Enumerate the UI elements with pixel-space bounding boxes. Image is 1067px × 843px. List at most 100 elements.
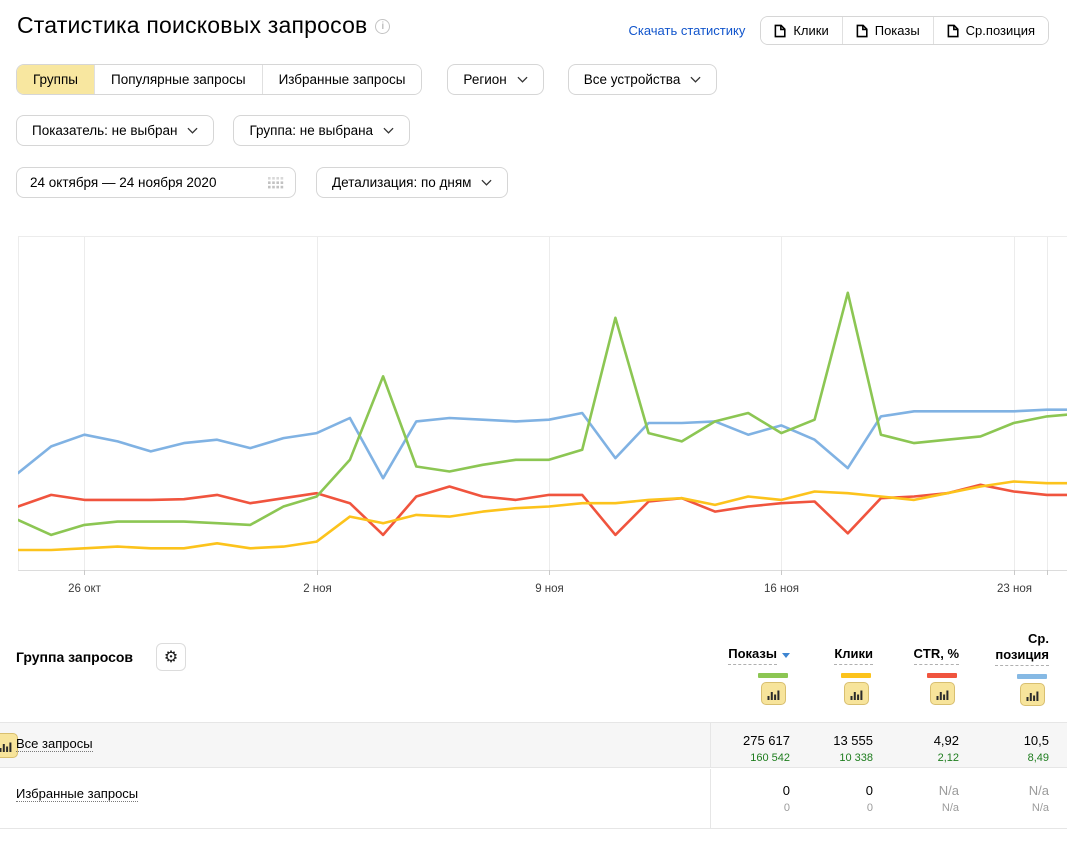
metric-secondary-value: 10 338 xyxy=(839,752,873,764)
metric-cell: N/a N/a xyxy=(939,783,1049,815)
query-group-link[interactable]: Все запросы xyxy=(16,736,93,752)
x-axis-label: 26 окт xyxy=(68,583,102,595)
region-dropdown[interactable]: Регион xyxy=(447,64,544,95)
export-button-0[interactable]: Клики xyxy=(761,17,842,44)
chevron-down-icon xyxy=(481,179,492,186)
tabs-row: Группы Популярные запросы Избранные запрос… xyxy=(16,64,718,95)
table-settings-button[interactable]: ⚙ xyxy=(156,643,186,671)
chevron-down-icon xyxy=(383,127,394,134)
series-legend-swatch xyxy=(927,673,957,678)
metric-value: 4,92 xyxy=(933,733,959,748)
column-label: Клики xyxy=(834,646,873,665)
series-line-Клики xyxy=(16,480,1067,552)
x-axis-label: 23 ноя xyxy=(997,583,1032,595)
column-label: CTR, % xyxy=(913,646,959,665)
metric-value: 275 617 xyxy=(743,733,790,748)
toggle-series-on-chart-button-3[interactable] xyxy=(1020,683,1045,706)
chart-canvas: 26 окт 2 ноя 9 ноя 16 ноя 23 ноя xyxy=(16,236,1067,595)
page-title: Статистика поисковых запросов i xyxy=(17,12,391,39)
document-icon xyxy=(856,24,868,37)
calendar-grid-icon[interactable] xyxy=(267,176,284,190)
metric-value: 10,5 xyxy=(1023,733,1049,748)
table-row: Избранные запросы 0 0 0 0 N/a N/a N/a N/a xyxy=(0,769,1067,829)
metric-dropdown[interactable]: Показатель: не выбран xyxy=(16,115,215,146)
info-icon[interactable]: i xyxy=(375,19,391,34)
column-label: Показы xyxy=(728,646,777,665)
toggle-series-on-chart-button-2[interactable] xyxy=(930,682,955,705)
table-header-separator xyxy=(0,722,1067,723)
metric-secondary-value: 2,12 xyxy=(937,752,959,764)
download-statistics-link[interactable]: Скачать статистику xyxy=(628,23,746,38)
toggle-series-on-chart-button-1[interactable] xyxy=(844,682,869,705)
metric-secondary-value: 0 xyxy=(783,802,790,814)
column-header-1: Клики xyxy=(763,646,873,705)
metric-value: 0 xyxy=(782,783,790,798)
tab-1[interactable]: Популярные запросы xyxy=(93,65,262,94)
view-tabs: Группы Популярные запросы Избранные запрос… xyxy=(16,64,423,95)
tab-2[interactable]: Избранные запросы xyxy=(261,65,422,94)
sort-desc-arrow-icon xyxy=(782,653,790,658)
column-sort-control-0[interactable]: Показы xyxy=(728,646,790,665)
metric-value: N/a xyxy=(938,783,959,798)
metric-cell: 275 617 160 542 xyxy=(680,733,790,765)
series-legend-swatch xyxy=(758,673,788,678)
query-group-link[interactable]: Избранные запросы xyxy=(16,786,139,802)
metrics-line-chart[interactable]: 26 окт 2 ноя 9 ноя 16 ноя 23 ноя xyxy=(16,236,1067,596)
period-row: 24 октября — 24 ноября 2020 Детализация:… xyxy=(16,167,509,198)
column-separator xyxy=(710,769,711,828)
chevron-down-icon xyxy=(690,76,701,83)
column-header-3: Ср. позиция xyxy=(939,631,1049,706)
series-legend-swatch xyxy=(1017,674,1047,679)
mini-bar-chart-icon xyxy=(767,690,780,700)
metric-cell: 4,92 2,12 xyxy=(849,733,959,765)
column-sort-control-3[interactable]: Ср. позиция xyxy=(995,631,1049,666)
metric-secondary-value: 8,49 xyxy=(1027,752,1049,764)
series-line-Показы xyxy=(16,291,1067,537)
document-icon xyxy=(774,24,786,37)
header-actions: Скачать статистику Клики Показы Ср.позиция xyxy=(628,16,1049,45)
date-range-input[interactable]: 24 октября — 24 ноября 2020 xyxy=(16,167,296,198)
mini-bar-chart-icon xyxy=(1026,691,1039,701)
metric-cell: N/a N/a xyxy=(849,783,959,815)
mini-bar-chart-icon xyxy=(850,690,863,700)
column-header-0: Показы xyxy=(680,646,790,705)
column-label: Ср. позиция xyxy=(995,631,1049,666)
metric-value: N/a xyxy=(1028,783,1049,798)
document-icon xyxy=(947,24,959,37)
mini-bar-chart-icon xyxy=(0,742,12,752)
mini-bar-chart-icon xyxy=(936,690,949,700)
toggle-series-on-chart-button-0[interactable] xyxy=(761,682,786,705)
x-axis-label: 2 ноя xyxy=(303,583,332,595)
group-dropdown[interactable]: Группа: не выбрана xyxy=(233,115,411,146)
column-header-2: CTR, % xyxy=(849,646,959,705)
metric-cell: 10,5 8,49 xyxy=(939,733,1049,765)
granularity-dropdown[interactable]: Детализация: по дням xyxy=(316,167,509,198)
table-row: Все запросы 275 617 160 542 13 555 10 338 4,9… xyxy=(0,723,1067,768)
devices-dropdown[interactable]: Все устройства xyxy=(567,64,718,95)
tab-0[interactable]: Группы xyxy=(17,65,94,94)
export-button-group: Клики Показы Ср.позиция xyxy=(760,16,1049,45)
gear-icon: ⚙ xyxy=(163,647,179,666)
metric-secondary-value: 160 542 xyxy=(750,752,790,764)
export-button-2[interactable]: Ср.позиция xyxy=(932,17,1048,44)
series-legend-swatch xyxy=(841,673,871,678)
metric-secondary-value: N/a xyxy=(941,802,959,814)
query-group-column-title: Группа запросов xyxy=(16,649,134,665)
series-line-CTR, % xyxy=(16,483,1067,537)
column-sort-control-1[interactable]: Клики xyxy=(834,646,873,665)
metric-cell: 13 555 10 338 xyxy=(763,733,873,765)
metric-secondary-value: 0 xyxy=(866,802,873,814)
metric-value: 13 555 xyxy=(833,733,873,748)
row-chart-toggle-button[interactable] xyxy=(0,733,18,758)
series-line-Ср. позиция xyxy=(16,408,1067,480)
x-axis-label: 16 ноя xyxy=(764,583,799,595)
chevron-down-icon xyxy=(517,76,528,83)
column-sort-control-2[interactable]: CTR, % xyxy=(913,646,959,665)
metric-value: 0 xyxy=(865,783,873,798)
export-button-1[interactable]: Показы xyxy=(841,17,933,44)
metric-secondary-value: N/a xyxy=(1031,802,1049,814)
chevron-down-icon xyxy=(187,127,199,134)
